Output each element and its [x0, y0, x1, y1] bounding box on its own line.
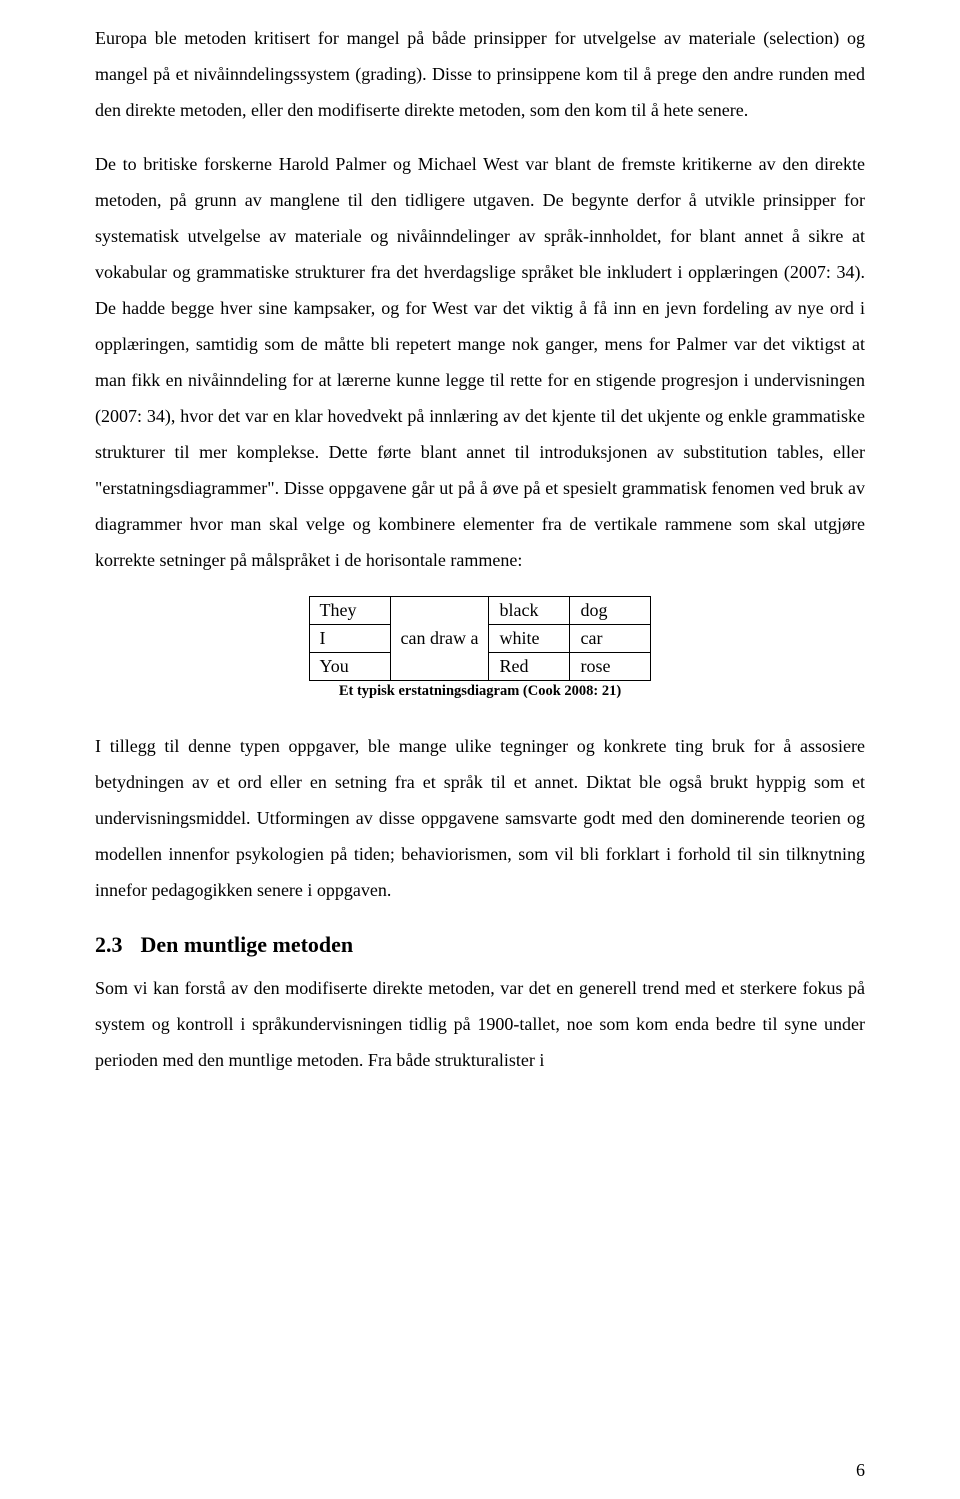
- table-row: You Red rose: [309, 653, 651, 681]
- paragraph-2: De to britiske forskerne Harold Palmer o…: [95, 146, 865, 578]
- table-cell: You: [309, 653, 390, 681]
- table-row: I can draw a white car: [309, 625, 651, 653]
- table-cell: [390, 653, 489, 681]
- table-cell-merged: can draw a: [390, 625, 489, 653]
- table-cell: [390, 597, 489, 625]
- paragraph-3: I tillegg til denne typen oppgaver, ble …: [95, 728, 865, 908]
- table-cell: dog: [570, 597, 651, 625]
- section-heading: 2.3 Den muntlige metoden: [95, 932, 865, 958]
- table-cell: I: [309, 625, 390, 653]
- section-number: 2.3: [95, 932, 123, 957]
- section-title: Den muntlige metoden: [141, 932, 354, 957]
- table-cell: black: [489, 597, 570, 625]
- body-text-block-3: Som vi kan forstå av den modifiserte dir…: [95, 970, 865, 1078]
- table-cell: white: [489, 625, 570, 653]
- table-cell: car: [570, 625, 651, 653]
- page: Europa ble metoden kritisert for mangel …: [0, 0, 960, 1499]
- substitution-table: They black dog I can draw a white car Yo…: [309, 596, 652, 681]
- substitution-table-wrap: They black dog I can draw a white car Yo…: [95, 596, 865, 700]
- table-cell: Red: [489, 653, 570, 681]
- body-text-block-1: Europa ble metoden kritisert for mangel …: [95, 20, 865, 578]
- paragraph-1: Europa ble metoden kritisert for mangel …: [95, 20, 865, 128]
- page-number: 6: [856, 1460, 865, 1481]
- paragraph-4: Som vi kan forstå av den modifiserte dir…: [95, 970, 865, 1078]
- table-caption: Et typisk erstatningsdiagram (Cook 2008:…: [339, 683, 621, 700]
- table-cell: They: [309, 597, 390, 625]
- table-cell: rose: [570, 653, 651, 681]
- body-text-block-2: I tillegg til denne typen oppgaver, ble …: [95, 728, 865, 908]
- table-row: They black dog: [309, 597, 651, 625]
